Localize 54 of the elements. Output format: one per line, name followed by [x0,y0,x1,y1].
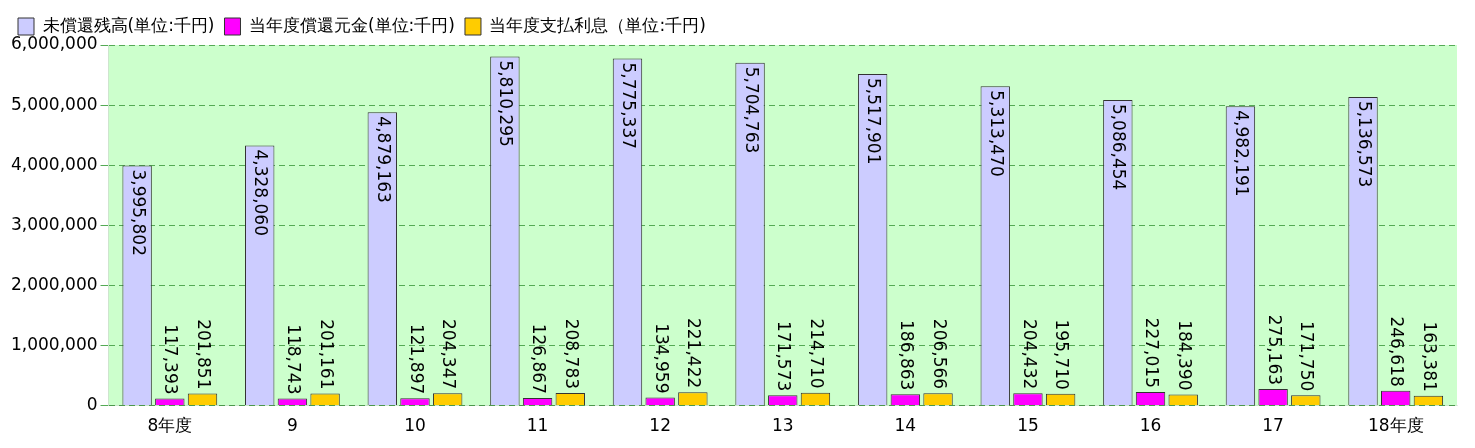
x-tick-label: 18年度 [1367,415,1424,436]
data-label: 118,743 [283,324,304,395]
y-tick-label: 2,000,000 [10,273,98,294]
data-label: 117,393 [161,324,182,395]
data-label: 171,573 [774,320,795,392]
data-label: 221,422 [684,317,705,389]
x-tick-label: 15 [1017,415,1039,436]
x-tick-label: 17 [1262,415,1284,436]
data-label: 201,161 [316,319,337,390]
data-label: 3,995,802 [128,169,149,256]
x-tick-label: 12 [649,415,671,436]
data-label: 246,618 [1387,316,1408,387]
x-tick-label: 14 [894,415,917,436]
data-label: 184,390 [1174,320,1195,391]
x-tick-label: 16 [1139,415,1162,436]
y-tick-label: 5,000,000 [10,93,98,114]
data-label: 201,851 [194,319,215,390]
data-label: 227,015 [1142,317,1163,388]
data-label: 204,347 [439,319,460,390]
data-label: 5,775,337 [619,62,640,150]
data-label: 4,982,191 [1232,110,1252,197]
x-tick-label: 11 [526,415,549,436]
data-label: 126,867 [529,323,550,394]
data-label: 134,959 [651,323,672,394]
data-label: 186,863 [896,320,917,391]
x-tick-label: 8年度 [147,415,193,436]
x-tick-label: 10 [404,415,426,436]
legend-label: 未償還残高(単位:千円) [42,14,215,35]
y-tick-label: 1,000,000 [10,333,98,354]
data-label: 206,566 [929,318,950,390]
y-tick-label: 6,000,000 [10,33,98,54]
data-label: 208,783 [561,318,582,390]
data-label: 214,710 [807,318,828,389]
y-tick-label: 0 [86,394,98,415]
data-label: 4,328,060 [251,149,272,237]
data-label: 5,313,470 [986,90,1007,177]
data-label: 163,381 [1419,321,1440,392]
data-label: 275,163 [1264,314,1285,386]
data-label: 5,136,573 [1354,100,1375,188]
legend-label: 当年度支払利息（単位:千円) [489,14,706,35]
data-label: 5,086,454 [1109,103,1130,191]
x-tick-label: 9 [286,415,298,436]
data-label: 204,432 [1019,319,1040,390]
legend-label: 当年度償還元金(単位:千円) [248,14,455,35]
data-label: 5,810,295 [496,60,517,147]
x-tick-label: 13 [771,415,794,436]
data-label: 5,704,763 [741,66,762,154]
y-tick-label: 4,000,000 [10,153,98,174]
data-label: 5,517,901 [864,77,885,165]
data-label: 4,879,163 [373,116,394,203]
data-label: 171,750 [1297,320,1318,392]
data-label: 195,710 [1052,319,1073,390]
data-label: 121,897 [406,323,427,395]
y-tick-label: 3,000,000 [10,213,98,234]
